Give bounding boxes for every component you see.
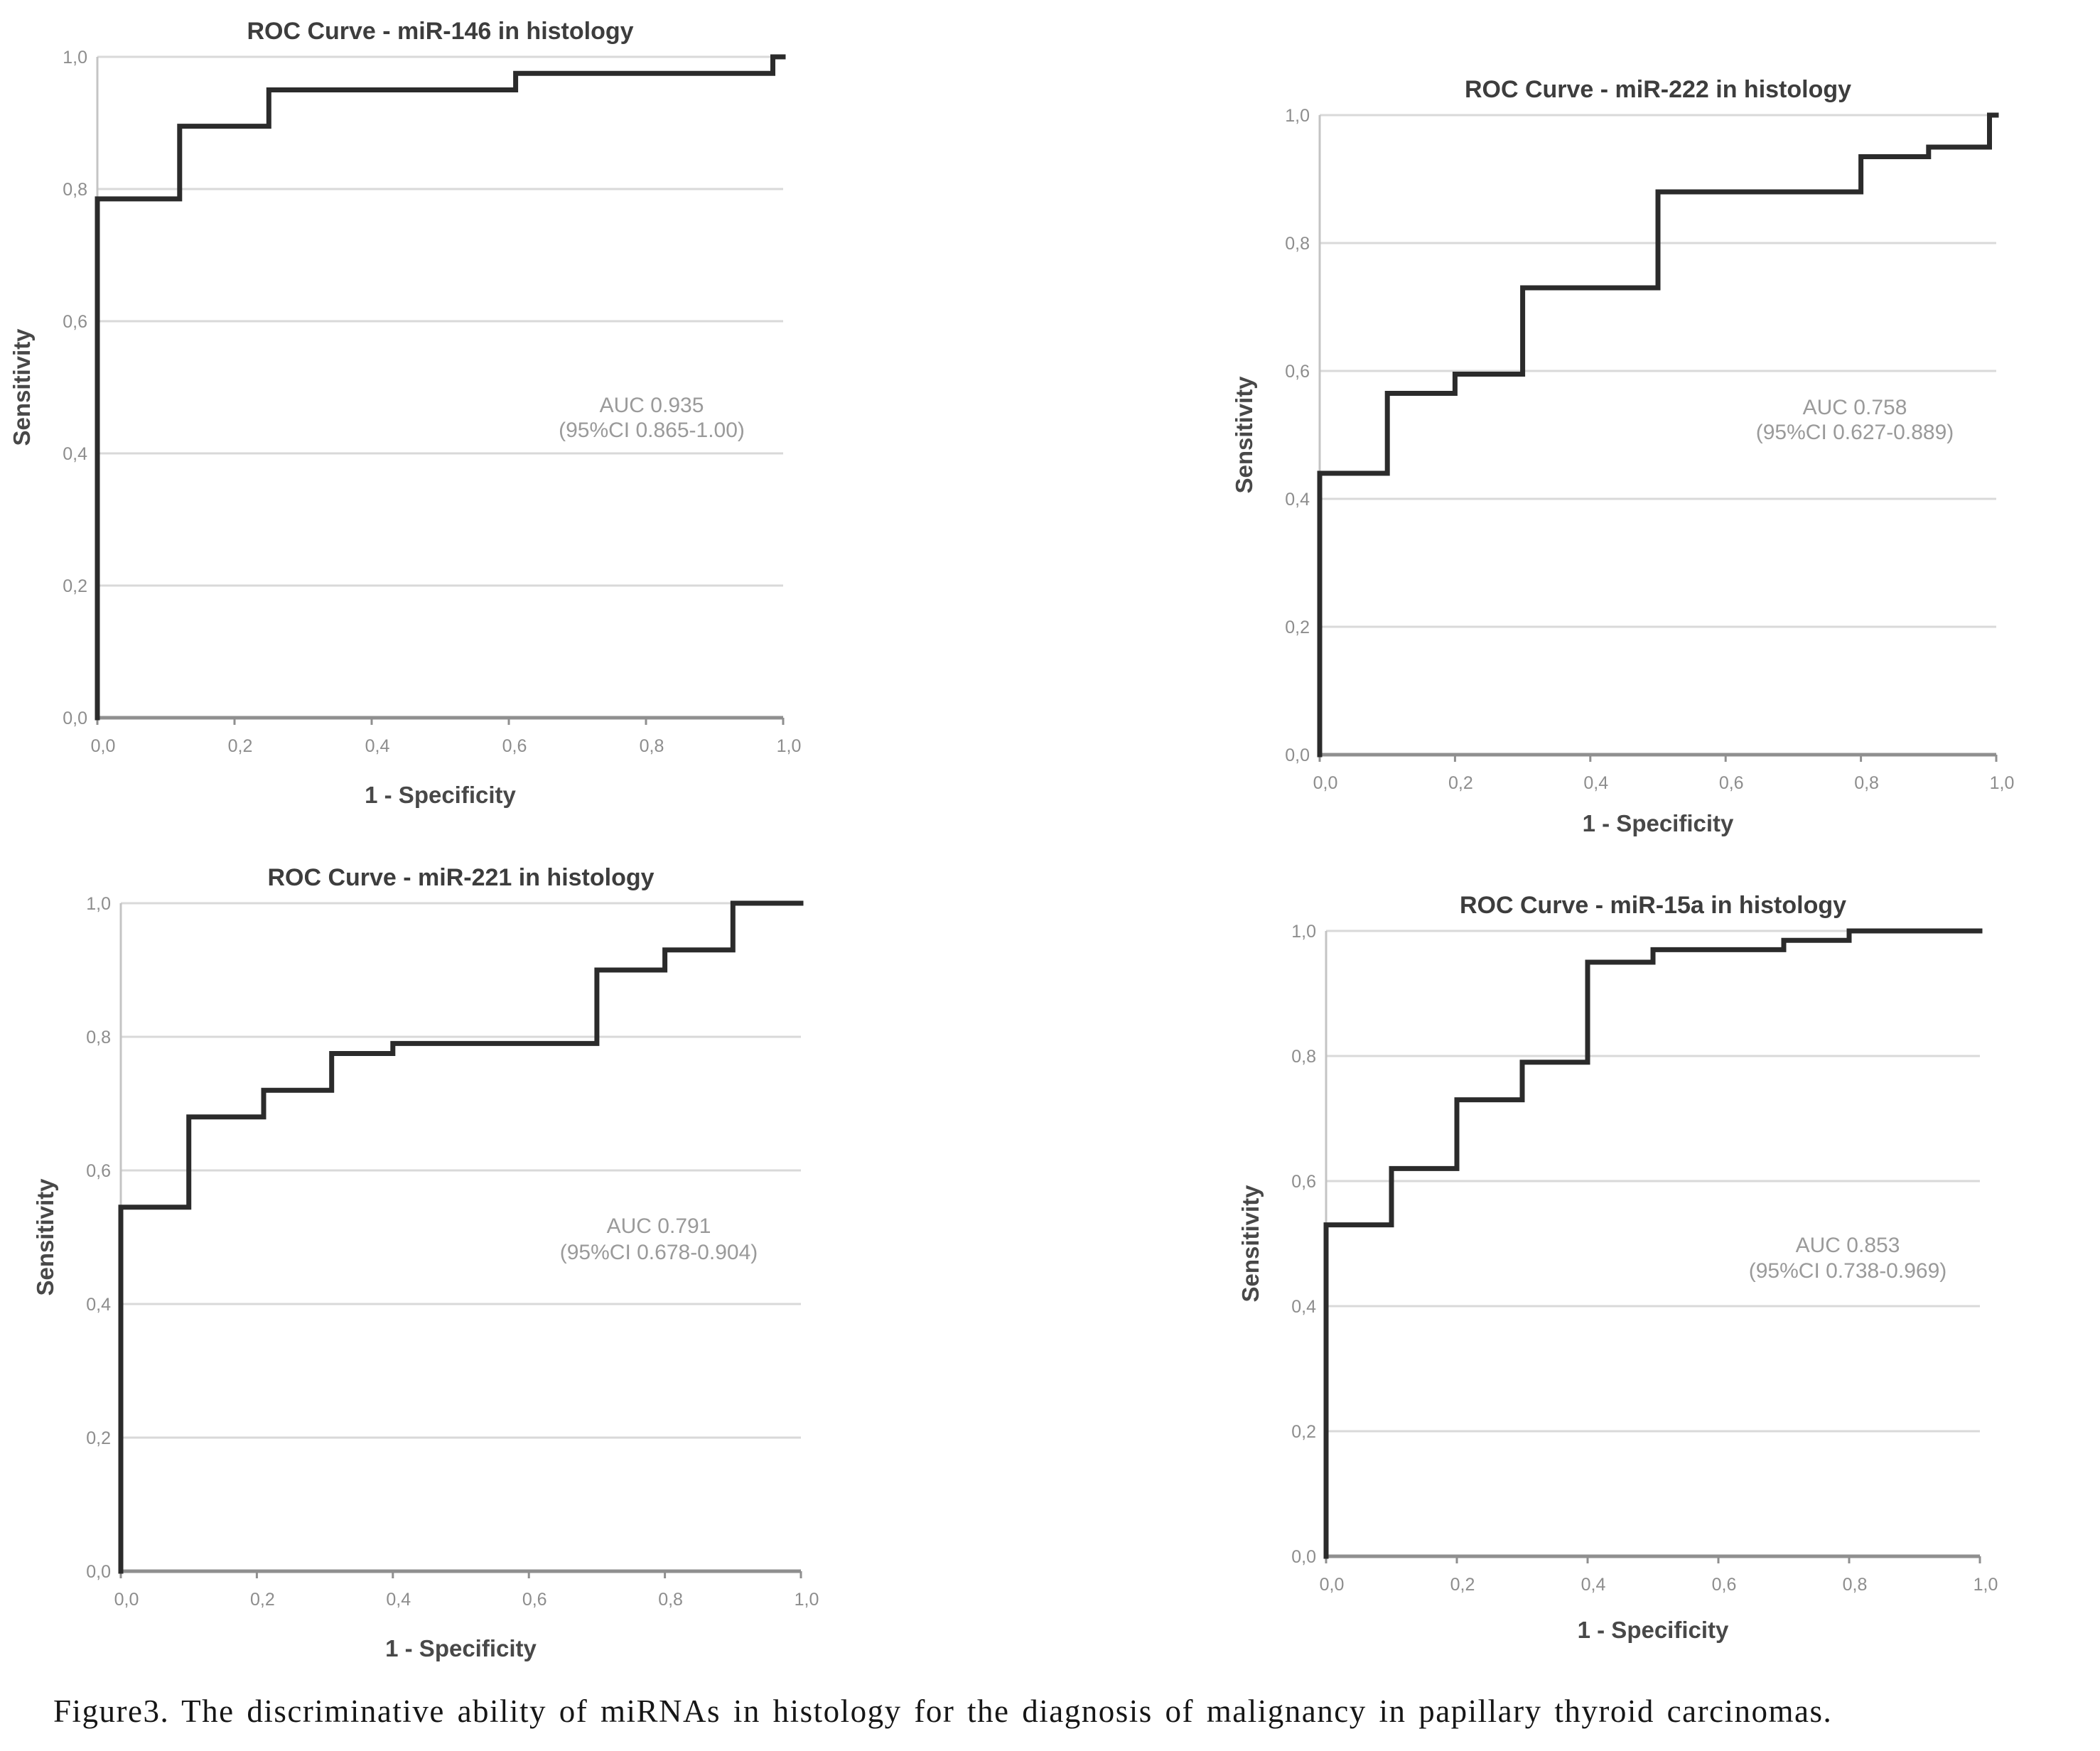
y-tick-label: 0,4 bbox=[1285, 490, 1310, 510]
roc-panel-mir-221: 0,0 0,2 0,4 0,6 0,8 1,0 0,0 0,2 0,4 0,6 0,8 1,0 ROC … bbox=[32, 864, 819, 1661]
x-axis-label: 1 - Specificity bbox=[385, 1635, 537, 1661]
y-tick-label: 0,6 bbox=[1291, 1172, 1316, 1192]
auc-ci-annotation: (95%CI 0.865-1.00) bbox=[559, 419, 745, 442]
y-axis-label: Sensitivity bbox=[32, 1178, 58, 1296]
x-tick-label: 1,0 bbox=[1990, 773, 2015, 793]
x-tick-label: 0,8 bbox=[1854, 773, 1879, 793]
x-axis-label: 1 - Specificity bbox=[1583, 810, 1734, 836]
auc-annotation: AUC 0.935 bbox=[600, 394, 704, 417]
x-tick-label: 0,8 bbox=[1843, 1575, 1868, 1595]
roc-curve bbox=[1323, 928, 1983, 1559]
y-tick-label: 0,0 bbox=[1285, 745, 1310, 765]
x-tick-label: 1,0 bbox=[795, 1590, 819, 1610]
auc-ci-annotation: (95%CI 0.627-0.889) bbox=[1756, 421, 1954, 444]
x-axis-label: 1 - Specificity bbox=[365, 782, 516, 808]
y-tick-label: 0,0 bbox=[1291, 1547, 1316, 1567]
chart-title: ROC Curve - miR-221 in histology bbox=[267, 864, 654, 891]
roc-curve bbox=[1317, 112, 1999, 758]
x-tick-label: 0,0 bbox=[1320, 1575, 1345, 1595]
x-tick-label: 0,4 bbox=[1583, 773, 1608, 793]
y-axis-label: Sensitivity bbox=[1240, 1185, 1264, 1303]
y-tick-label: 1,0 bbox=[86, 894, 111, 914]
roc-panel-mir-15a: 0,0 0,2 0,4 0,6 0,8 1,0 0,0 0,2 0,4 0,6 0,8 1,0 ROC … bbox=[1240, 892, 1998, 1643]
x-tick-label: 0,6 bbox=[522, 1590, 547, 1610]
chart-title: ROC Curve - miR-146 in histology bbox=[247, 18, 633, 45]
x-axis-label: 1 - Specificity bbox=[1578, 1617, 1729, 1643]
y-tick-label: 0,2 bbox=[86, 1428, 111, 1448]
auc-annotation: AUC 0.791 bbox=[607, 1214, 711, 1238]
chart-title: ROC Curve - miR-222 in histology bbox=[1465, 76, 1851, 103]
x-tick-label: 0,2 bbox=[250, 1590, 275, 1610]
roc-curve bbox=[118, 900, 804, 1574]
roc-curve bbox=[95, 54, 786, 721]
x-tick-label: 0,2 bbox=[1448, 773, 1473, 793]
y-tick-label: 0,6 bbox=[1285, 362, 1310, 382]
y-tick-label: 0,6 bbox=[86, 1161, 111, 1181]
y-tick-label: 1,0 bbox=[63, 48, 87, 68]
x-tick-label: 0,4 bbox=[1581, 1575, 1606, 1595]
auc-ci-annotation: (95%CI 0.678-0.904) bbox=[560, 1241, 758, 1264]
y-tick-label: 1,0 bbox=[1285, 106, 1310, 126]
chart-title: ROC Curve - miR-15a in histology bbox=[1460, 892, 1846, 919]
y-tick-label: 1,0 bbox=[1291, 922, 1316, 942]
y-axis-label: Sensitivity bbox=[11, 328, 35, 446]
y-tick-label: 0,0 bbox=[63, 709, 87, 728]
y-tick-label: 0,4 bbox=[63, 444, 87, 464]
y-tick-label: 0,6 bbox=[63, 312, 87, 332]
x-tick-label: 0,4 bbox=[386, 1590, 411, 1610]
x-tick-label: 0,0 bbox=[114, 1590, 139, 1610]
x-tick-label: 0,2 bbox=[1450, 1575, 1475, 1595]
x-tick-label: 1,0 bbox=[1974, 1575, 1998, 1595]
roc-panel-mir-222: 0,0 0,2 0,4 0,6 0,8 1,0 0,0 0,2 0,4 0,6 0,8 1,0 ROC … bbox=[1233, 76, 2015, 836]
y-tick-label: 0,0 bbox=[86, 1562, 111, 1582]
x-tick-label: 0,2 bbox=[228, 736, 253, 756]
x-tick-label: 0,0 bbox=[91, 736, 116, 756]
y-tick-label: 0,2 bbox=[63, 576, 87, 596]
y-tick-label: 0,8 bbox=[1291, 1047, 1316, 1067]
y-tick-label: 0,4 bbox=[86, 1295, 111, 1315]
x-tick-label: 0,0 bbox=[1313, 773, 1338, 793]
y-tick-label: 0,2 bbox=[1285, 618, 1310, 637]
x-tick-label: 0,6 bbox=[1712, 1575, 1737, 1595]
y-tick-label: 0,4 bbox=[1291, 1297, 1316, 1317]
y-tick-label: 0,8 bbox=[86, 1028, 111, 1047]
x-tick-label: 0,8 bbox=[640, 736, 664, 756]
x-tick-label: 0,6 bbox=[1719, 773, 1744, 793]
y-tick-label: 0,8 bbox=[1285, 234, 1310, 254]
roc-panel-mir-146: 0,0 0,2 0,4 0,6 0,8 1,0 0,0 0,2 0,4 0,6 0,8 1,0 ROC … bbox=[11, 18, 802, 808]
auc-annotation: AUC 0.758 bbox=[1803, 396, 1907, 419]
x-tick-label: 0,6 bbox=[502, 736, 527, 756]
y-axis-label: Sensitivity bbox=[1233, 376, 1257, 494]
x-tick-label: 0,8 bbox=[658, 1590, 683, 1610]
auc-ci-annotation: (95%CI 0.738-0.969) bbox=[1749, 1259, 1947, 1283]
x-tick-label: 0,4 bbox=[365, 736, 390, 756]
x-tick-label: 1,0 bbox=[777, 736, 802, 756]
y-tick-label: 0,2 bbox=[1291, 1422, 1316, 1442]
figure-caption: Figure3. The discriminative ability of m… bbox=[53, 1693, 1833, 1729]
auc-annotation: AUC 0.853 bbox=[1796, 1234, 1900, 1257]
y-tick-label: 0,8 bbox=[63, 180, 87, 200]
